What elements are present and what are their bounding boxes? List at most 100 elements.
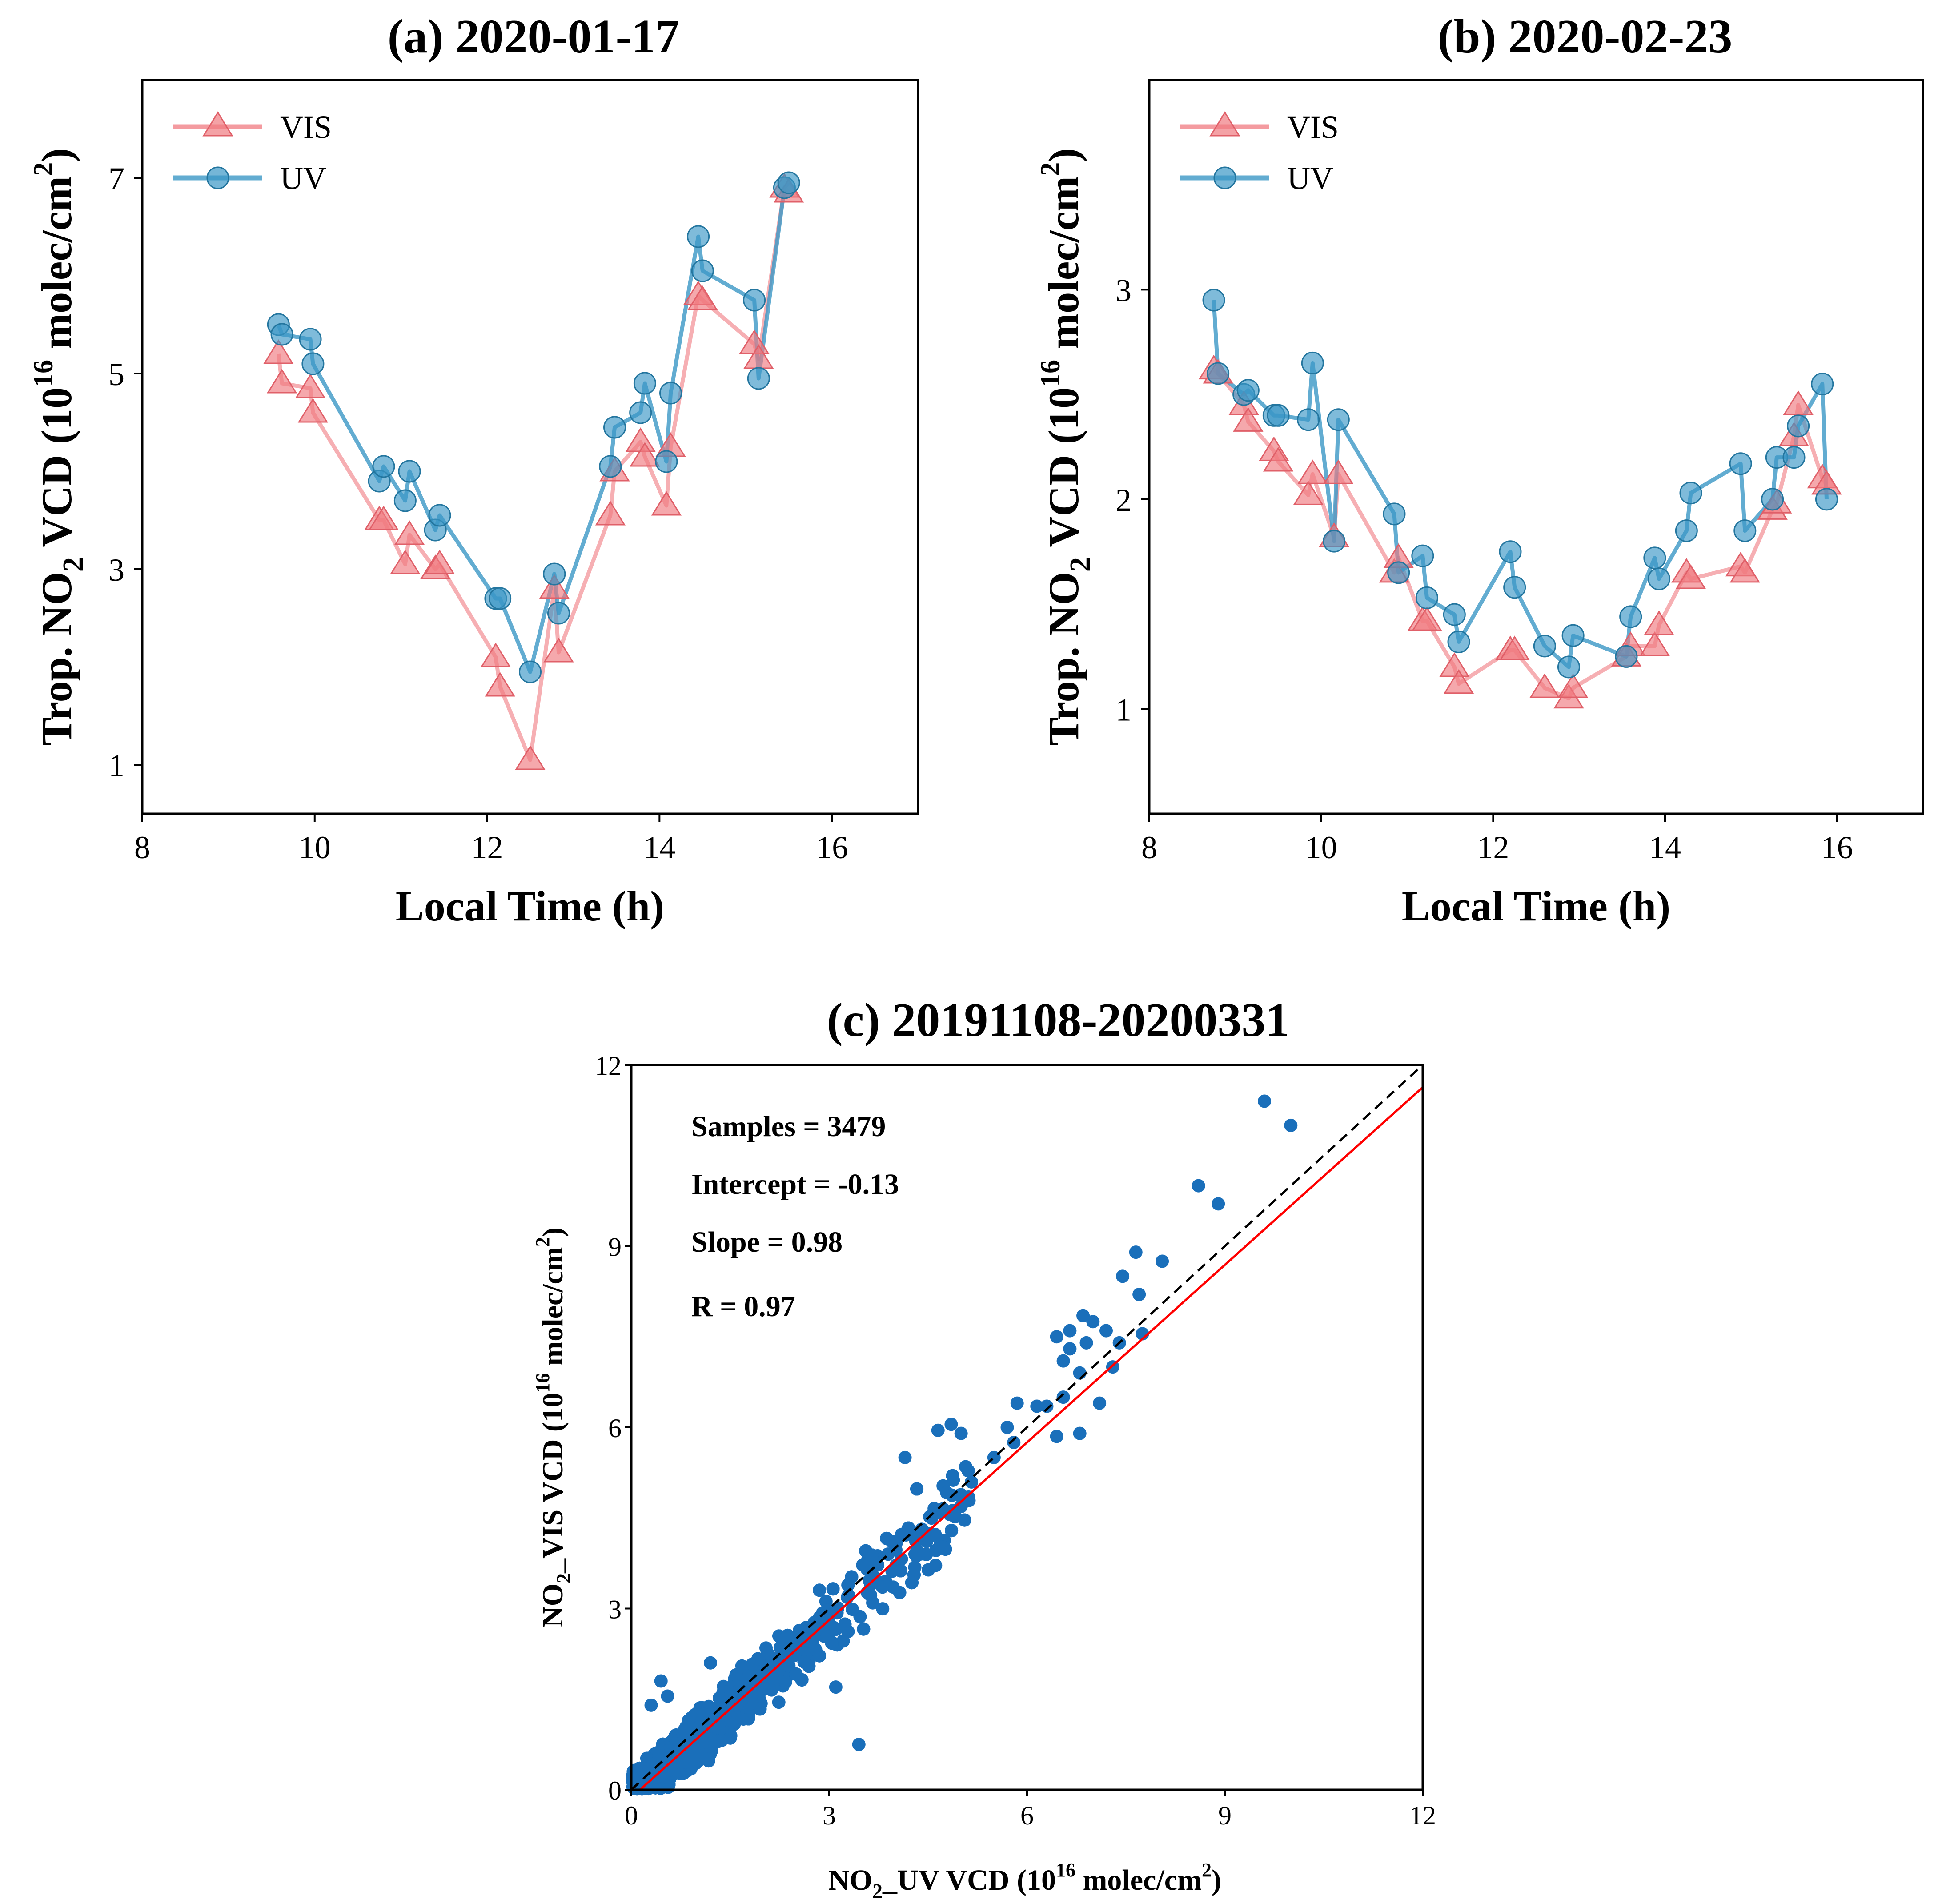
scatter-point: [829, 1680, 843, 1694]
x-tick-label: 10: [299, 830, 331, 865]
scatter-point: [931, 1423, 945, 1437]
x-tick-label: 16: [816, 830, 848, 865]
data-point-uv: [1815, 488, 1838, 511]
data-point-uv: [1447, 630, 1470, 653]
scatter-point: [936, 1502, 950, 1516]
scatter-point: [1050, 1430, 1063, 1443]
data-point-vis: [1412, 606, 1442, 631]
data-point-uv: [372, 455, 395, 478]
data-point-uv: [633, 372, 656, 395]
svg-text:NO2_VIS VCD (1016 molec/cm2): NO2_VIS VCD (1016 molec/cm2): [532, 1227, 575, 1627]
scatter-point: [1284, 1118, 1298, 1132]
x-tick-label: 14: [1649, 830, 1681, 865]
scatter-point: [729, 1668, 743, 1682]
scatter-point: [772, 1695, 786, 1709]
data-point-uv: [1411, 544, 1434, 567]
data-point-vis: [368, 506, 399, 530]
data-point-uv: [519, 660, 542, 683]
panel-a-legend-uv: UV: [280, 161, 326, 196]
data-point-uv: [1202, 289, 1225, 312]
data-point-vis: [1729, 558, 1760, 583]
data-point-vis: [1293, 480, 1324, 505]
data-point-uv: [629, 401, 652, 424]
data-point-vis: [1675, 564, 1706, 589]
scatter-point: [712, 1721, 726, 1735]
data-point-uv: [1679, 482, 1702, 505]
scatter-point: [944, 1418, 958, 1431]
scatter-point: [730, 1699, 744, 1713]
y-tick-label: 1: [108, 748, 124, 783]
panel-a-frame: [141, 79, 919, 815]
data-point-vis: [630, 442, 660, 467]
scatter-point: [654, 1674, 668, 1688]
scatter-point: [1056, 1354, 1070, 1368]
data-point-uv: [1207, 362, 1230, 385]
data-point-vis: [515, 745, 546, 770]
data-point-uv: [543, 562, 566, 586]
scatter-point: [1212, 1197, 1225, 1211]
x-tick-label: 0: [625, 1801, 638, 1830]
data-point-uv: [1301, 351, 1324, 374]
data-point-uv: [1615, 645, 1638, 668]
data-point-uv: [398, 460, 421, 483]
data-point-vis: [394, 520, 425, 545]
panel-b-frame: [1148, 79, 1924, 815]
scatter-point: [715, 1733, 729, 1747]
panel-a-ticks: 8 10 12 14 16 1 3 5 7: [108, 161, 848, 865]
data-point-uv: [1387, 561, 1410, 584]
scatter-point: [910, 1482, 924, 1496]
svg-text:Trop. NO2 VCD (1016 molec/cm2): Trop. NO2 VCD (1016 molec/cm2): [28, 148, 89, 746]
data-point-vis: [1443, 669, 1474, 694]
legend-circle-icon: [1213, 166, 1236, 189]
data-point-uv: [1443, 603, 1466, 626]
stat-intercept: Intercept = -0.13: [691, 1168, 899, 1201]
data-point-uv: [1327, 408, 1350, 431]
data-point-vis: [539, 574, 570, 599]
data-point-uv: [1811, 373, 1834, 396]
x-tick-label: 8: [1141, 830, 1157, 865]
panel-c-title: (c) 20191108-20200331: [827, 994, 1290, 1047]
y-tick-label: 3: [608, 1595, 622, 1624]
panel-c-xlabel: NO2_UV VCD (1016 molec/cm2): [828, 1859, 1221, 1902]
y-tick-label: 2: [1115, 482, 1132, 518]
data-point-vis: [424, 550, 455, 574]
y-tick-label: 3: [1115, 273, 1132, 308]
data-point-vis: [687, 285, 718, 310]
scatter-point: [797, 1644, 811, 1657]
data-point-uv: [1787, 414, 1810, 438]
data-point-uv: [1503, 576, 1526, 599]
scatter-point: [1093, 1396, 1107, 1410]
data-point-uv: [301, 352, 325, 375]
scatter-point: [1129, 1245, 1143, 1259]
data-point-vis: [390, 550, 421, 574]
y-tick-label: 0: [608, 1776, 622, 1805]
panel-a-legend-vis: VIS: [280, 109, 332, 145]
scatter-point: [816, 1606, 830, 1620]
panel-c-marks: [626, 1064, 1424, 1796]
panel-c-chart: (c) 20191108-20200331 0 3 6 9 12 0 3 6 9 12 Sampl…: [532, 994, 1436, 1902]
legend-triangle-icon: [1209, 111, 1240, 137]
scatter-point: [1040, 1399, 1054, 1413]
y-tick-label: 12: [595, 1051, 622, 1081]
data-point-uv: [747, 367, 770, 390]
scatter-point: [704, 1656, 717, 1670]
panel-b-title: (b) 2020-02-23: [1438, 10, 1733, 63]
data-point-uv: [1557, 655, 1580, 679]
data-point-vis: [480, 643, 511, 667]
y-tick-label: 3: [108, 552, 124, 588]
data-point-vis: [485, 672, 515, 697]
scatter-point: [859, 1544, 873, 1558]
data-point-uv: [1561, 624, 1585, 647]
scatter-point: [1050, 1330, 1063, 1344]
scatter-point: [1192, 1179, 1205, 1193]
panel-c-ylabel: NO2_VIS VCD (1016 molec/cm2): [532, 1227, 575, 1627]
data-point-uv: [1761, 488, 1784, 511]
scatter-point: [1116, 1269, 1130, 1283]
panel-a-ylabel: Trop. NO2 VCD (1016 molec/cm2): [28, 148, 89, 746]
data-point-uv: [1729, 452, 1752, 475]
scatter-point: [954, 1426, 968, 1440]
panel-a-legend: VIS UV: [173, 109, 332, 196]
data-point-vis: [1499, 635, 1530, 660]
